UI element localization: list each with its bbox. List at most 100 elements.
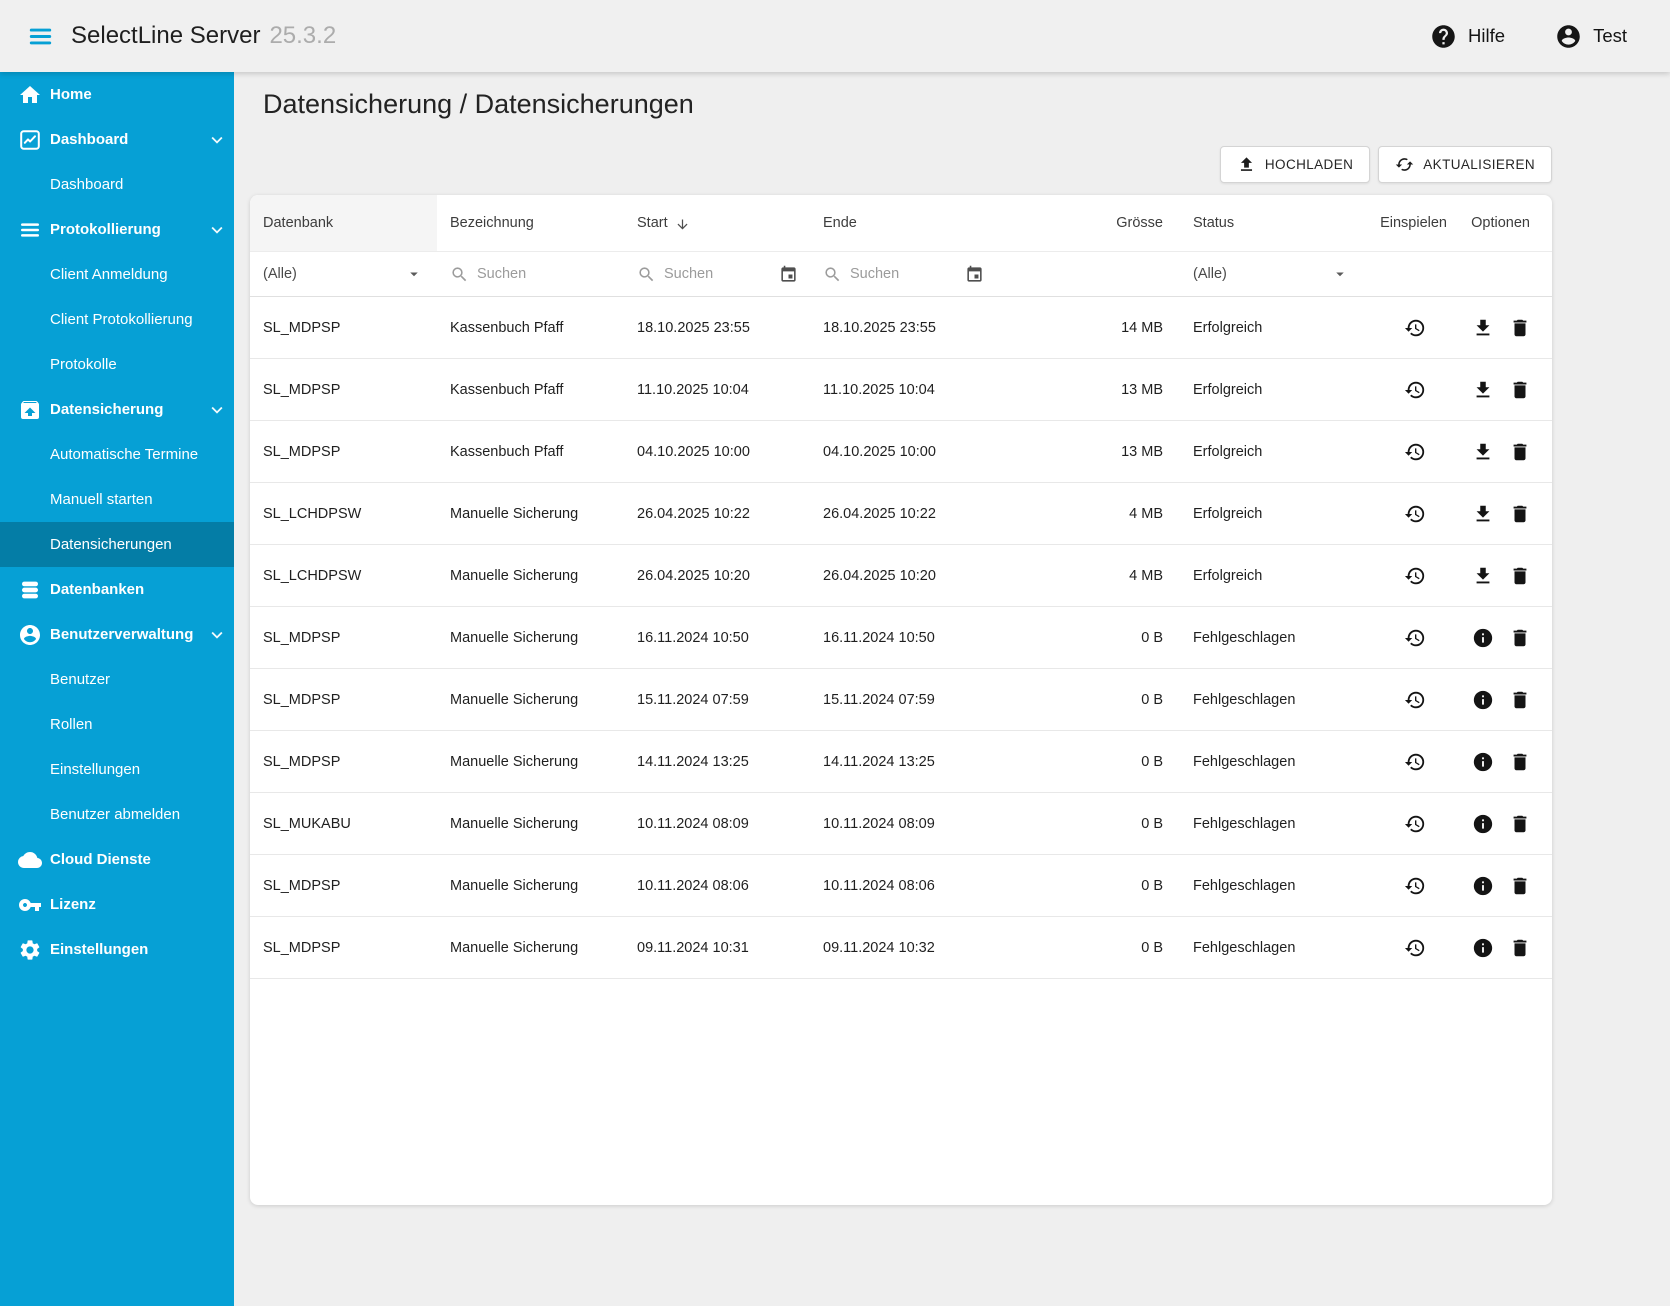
delete-icon[interactable] — [1509, 751, 1531, 773]
restore-icon[interactable] — [1404, 875, 1426, 897]
restore-icon[interactable] — [1404, 689, 1426, 711]
delete-icon[interactable] — [1509, 317, 1531, 339]
restore-icon[interactable] — [1404, 317, 1426, 339]
sidebar-item-home[interactable]: Home — [0, 72, 234, 117]
sidebar-subitem-dashboard[interactable]: Dashboard — [0, 162, 234, 207]
sidebar-item-protokollierung[interactable]: Protokollierung — [0, 207, 234, 252]
cell-ende: 04.10.2025 10:00 — [823, 443, 936, 460]
info-icon[interactable] — [1472, 627, 1494, 649]
delete-icon[interactable] — [1509, 937, 1531, 959]
download-icon[interactable] — [1472, 503, 1494, 525]
upload-button-label: HOCHLADEN — [1264, 157, 1354, 172]
cell-optionen — [1460, 297, 1552, 358]
ende-filter-input[interactable] — [850, 266, 957, 282]
sidebar-item-lizenz[interactable]: Lizenz — [0, 882, 234, 927]
column-header-groesse[interactable]: Grösse — [996, 195, 1173, 251]
sidebar-subitem-benutzer[interactable]: Benutzer — [0, 657, 234, 702]
info-icon[interactable] — [1472, 813, 1494, 835]
delete-icon[interactable] — [1509, 875, 1531, 897]
column-header-ende[interactable]: Ende — [810, 195, 996, 251]
cell-bezeichnung: Kassenbuch Pfaff — [450, 443, 564, 460]
delete-icon[interactable] — [1509, 689, 1531, 711]
cell-bezeichnung: Manuelle Sicherung — [450, 815, 579, 832]
sidebar-subitem-client-anmeldung[interactable]: Client Anmeldung — [0, 252, 234, 297]
restore-icon[interactable] — [1404, 379, 1426, 401]
column-header-bezeichnung[interactable]: Bezeichnung — [437, 195, 624, 251]
status-filter-select[interactable]: (Alle) — [1173, 252, 1370, 296]
cell-einspielen — [1370, 793, 1460, 854]
delete-icon[interactable] — [1509, 503, 1531, 525]
sidebar-item-benutzerverwaltung[interactable]: Benutzerverwaltung — [0, 612, 234, 657]
download-icon[interactable] — [1472, 317, 1494, 339]
cell-groesse: 13 MB — [1121, 381, 1163, 398]
cell-einspielen — [1370, 359, 1460, 420]
user-circle-icon — [18, 623, 42, 647]
sidebar-subitem-client-protokollierung[interactable]: Client Protokollierung — [0, 297, 234, 342]
delete-icon[interactable] — [1509, 379, 1531, 401]
cell-status: Fehlgeschlagen — [1193, 753, 1296, 770]
calendar-icon[interactable] — [965, 265, 984, 284]
download-icon[interactable] — [1472, 379, 1494, 401]
menu-icon[interactable] — [27, 23, 54, 50]
start-filter-input[interactable] — [664, 266, 771, 282]
app-title: SelectLine Server — [71, 22, 261, 49]
key-icon — [18, 893, 42, 917]
sidebar-item-datenbanken[interactable]: Datenbanken — [0, 567, 234, 612]
restore-icon[interactable] — [1404, 441, 1426, 463]
cell-datenbank: SL_MDPSP — [263, 753, 341, 770]
sidebar-subitem-datensicherungen[interactable]: Datensicherungen — [0, 522, 234, 567]
sidebar-subitem-manuell-starten[interactable]: Manuell starten — [0, 477, 234, 522]
sidebar-item-datensicherung[interactable]: Datensicherung — [0, 387, 234, 432]
sidebar-subitem-benutzer-abmelden[interactable]: Benutzer abmelden — [0, 792, 234, 837]
sidebar-item-cloud-dienste[interactable]: Cloud Dienste — [0, 837, 234, 882]
cell-optionen — [1460, 855, 1552, 916]
datenbank-filter-select[interactable]: (Alle) — [250, 252, 437, 296]
info-icon[interactable] — [1472, 937, 1494, 959]
restore-icon[interactable] — [1404, 503, 1426, 525]
cell-status: Fehlgeschlagen — [1193, 939, 1296, 956]
user-label: Test — [1593, 25, 1627, 46]
sidebar-item-einstellungen[interactable]: Einstellungen — [0, 927, 234, 972]
sidebar-item-label: Cloud Dienste — [50, 851, 151, 868]
restore-icon[interactable] — [1404, 565, 1426, 587]
ende-filter — [810, 252, 996, 296]
restore-icon[interactable] — [1404, 937, 1426, 959]
sidebar-subitem-automatische-termine[interactable]: Automatische Termine — [0, 432, 234, 477]
column-header-label: Datenbank — [263, 215, 334, 231]
delete-icon[interactable] — [1509, 565, 1531, 587]
help-label: Hilfe — [1468, 25, 1506, 46]
cell-bezeichnung: Kassenbuch Pfaff — [450, 319, 564, 336]
column-header-start[interactable]: Start — [624, 195, 810, 251]
delete-icon[interactable] — [1509, 627, 1531, 649]
restore-icon[interactable] — [1404, 813, 1426, 835]
info-icon[interactable] — [1472, 689, 1494, 711]
sidebar-subitem-rollen[interactable]: Rollen — [0, 702, 234, 747]
info-icon[interactable] — [1472, 875, 1494, 897]
column-header-label: Einspielen — [1380, 215, 1447, 231]
column-header-datenbank[interactable]: Datenbank — [250, 195, 437, 251]
info-icon[interactable] — [1472, 751, 1494, 773]
refresh-button[interactable]: AKTUALISIEREN — [1378, 146, 1552, 183]
download-icon[interactable] — [1472, 565, 1494, 587]
restore-icon[interactable] — [1404, 751, 1426, 773]
sidebar-subitem-einstellungen[interactable]: Einstellungen — [0, 747, 234, 792]
delete-icon[interactable] — [1509, 813, 1531, 835]
cell-optionen — [1460, 421, 1552, 482]
cloud-icon — [18, 848, 42, 872]
calendar-icon[interactable] — [779, 265, 798, 284]
sidebar-item-label: Einstellungen — [50, 761, 141, 778]
table-row: SL_MDPSP Manuelle Sicherung 16.11.2024 10:… — [250, 607, 1552, 669]
delete-icon[interactable] — [1509, 441, 1531, 463]
sidebar-item-dashboard[interactable]: Dashboard — [0, 117, 234, 162]
bezeichnung-filter-input[interactable] — [477, 266, 612, 282]
start-filter — [624, 252, 810, 296]
column-header-status[interactable]: Status — [1173, 195, 1370, 251]
user-menu-button[interactable]: Test — [1555, 23, 1627, 50]
restore-icon[interactable] — [1404, 627, 1426, 649]
upload-button[interactable]: HOCHLADEN — [1219, 146, 1371, 183]
sidebar-subitem-protokolle[interactable]: Protokolle — [0, 342, 234, 387]
table-filter-row: (Alle) (Al — [250, 252, 1552, 297]
download-icon[interactable] — [1472, 441, 1494, 463]
help-button[interactable]: Hilfe — [1430, 23, 1505, 50]
cell-ende: 11.10.2025 10:04 — [823, 381, 935, 398]
